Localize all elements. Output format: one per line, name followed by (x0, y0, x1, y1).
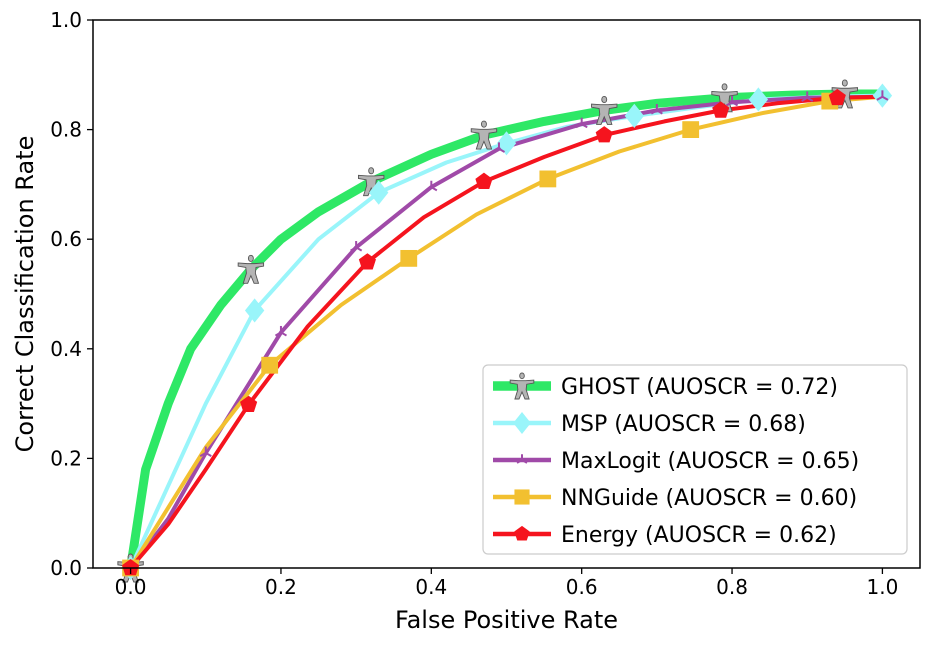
x-tick-label: 0.4 (415, 575, 447, 599)
legend-marker-tri (516, 454, 528, 464)
data-point (240, 395, 258, 412)
data-point (726, 95, 739, 107)
data-point (470, 120, 498, 150)
data-point (711, 83, 738, 113)
data-point (624, 103, 644, 128)
data-point (244, 298, 265, 323)
series-line-tri (128, 94, 885, 570)
x-tick-label: 0.0 (115, 575, 147, 599)
x-tick-label: 0.6 (566, 575, 598, 599)
data-point (575, 117, 588, 129)
data-point (350, 241, 363, 252)
data-point (122, 559, 140, 576)
y-tick-label: 0.0 (50, 556, 82, 580)
data-point (237, 254, 265, 284)
axes-frame (92, 19, 921, 569)
legend-label: Energy (AUOSCR = 0.62) (561, 523, 837, 548)
data-point (425, 180, 438, 192)
series-line-figure (126, 89, 887, 573)
data-point (876, 90, 889, 101)
y-tick-label: 1.0 (50, 8, 82, 32)
y-tick-label: 0.8 (50, 118, 82, 142)
data-point (650, 104, 663, 115)
data-point (712, 101, 730, 118)
data-point (595, 126, 613, 143)
x-tick-label: 0.2 (265, 575, 297, 599)
data-point (261, 356, 279, 374)
data-point (199, 446, 212, 457)
data-point (591, 95, 618, 125)
data-point (274, 325, 287, 337)
legend-label: MaxLogit (AUOSCR = 0.65) (561, 449, 859, 474)
data-point (682, 121, 700, 138)
legend-box (482, 364, 908, 555)
data-point (475, 172, 493, 189)
y-tick-label: 0.6 (50, 227, 82, 251)
data-point (801, 91, 814, 102)
data-point (358, 253, 376, 270)
data-point (828, 88, 846, 106)
legend-label: MSP (AUOSCR = 0.68) (561, 412, 806, 437)
axes: 0.0 0.2 0.4 0.6 0.8 1.0 0.0 0.2 0.4 0.6 0.8 1.0 Fals… (11, 8, 921, 634)
data-point (400, 249, 418, 267)
x-tick-label: 1.0 (867, 575, 899, 599)
data-point (539, 170, 557, 188)
legend: GHOST (AUOSCR = 0.72) MSP (AUOSCR = 0.68)… (482, 364, 908, 555)
legend-marker-square (514, 489, 530, 505)
data-point (369, 180, 389, 205)
y-axis-title: Correct Classification Rate (11, 136, 39, 453)
y-tick-label: 0.4 (50, 337, 82, 361)
x-axis-title: False Positive Rate (395, 606, 618, 634)
legend-label: NNGuide (AUOSCR = 0.60) (561, 486, 857, 511)
legend-label: GHOST (AUOSCR = 0.72) (561, 375, 838, 400)
legend-marker-figure-icon (509, 372, 535, 400)
x-tick-label: 0.8 (716, 575, 748, 599)
y-tick-label: 0.2 (50, 446, 82, 470)
data-point (492, 142, 506, 153)
legend-marker-pentagon (514, 525, 530, 541)
